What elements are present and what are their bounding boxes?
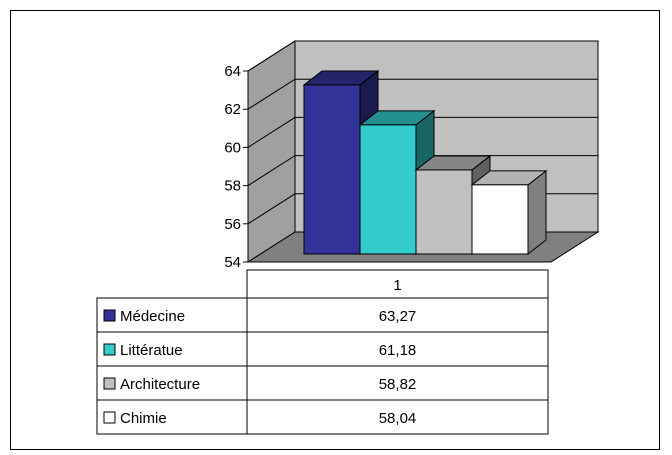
bar-front xyxy=(415,169,473,255)
bar-4 xyxy=(470,169,548,256)
y-tick-label: 58 xyxy=(224,178,241,195)
table-value-cell xyxy=(246,399,549,435)
table-legend-cell xyxy=(96,331,248,367)
bar-front xyxy=(471,184,529,255)
y-axis: 54 56 58 60 62 64 xyxy=(224,63,249,271)
table-legend-cell xyxy=(96,297,248,333)
table-value-cell xyxy=(246,331,549,367)
y-tick-label: 62 xyxy=(224,101,241,118)
table-legend-cell xyxy=(96,365,248,401)
y-tick-label: 56 xyxy=(224,216,241,233)
legend-swatch xyxy=(103,377,116,390)
table-value-cell xyxy=(246,297,549,333)
table-category-label: 1 xyxy=(393,277,401,294)
bar-front xyxy=(359,124,417,255)
gridline xyxy=(247,116,598,148)
bars xyxy=(302,69,548,256)
table-row: Chimie 58,04 xyxy=(96,399,549,435)
table-legend-cell xyxy=(96,399,248,435)
bar-2 xyxy=(358,109,436,256)
table-row: Littératue 61,18 xyxy=(96,331,549,367)
series-name: Architecture xyxy=(120,376,200,393)
table-row: Médecine 63,27 xyxy=(96,297,549,333)
data-label: 58,04 xyxy=(379,410,417,427)
data-table: 1 Médecine 63,27 Littératue 61,18 Architectur… xyxy=(96,269,549,435)
legend-swatch xyxy=(103,309,116,322)
table-row: Architecture 58,82 xyxy=(96,365,549,401)
data-label: 58,82 xyxy=(379,376,417,393)
side-wall xyxy=(247,40,296,263)
data-label: 63,27 xyxy=(379,308,417,325)
y-tick-label: 54 xyxy=(224,254,241,271)
legend-swatch xyxy=(103,343,116,356)
series-name: Littératue xyxy=(120,342,183,359)
series-name: Chimie xyxy=(120,410,167,427)
data-label: 61,18 xyxy=(379,342,417,359)
table-header-cell xyxy=(246,269,549,299)
series-name: Médecine xyxy=(120,308,185,325)
y-tick-label: 64 xyxy=(224,63,241,80)
table-value-cell xyxy=(246,365,549,401)
gridline xyxy=(247,155,598,187)
bar-front xyxy=(303,84,361,255)
gridline xyxy=(247,78,598,110)
y-tick-label: 60 xyxy=(224,139,241,156)
legend-swatch xyxy=(103,411,116,424)
gridline xyxy=(247,40,598,72)
